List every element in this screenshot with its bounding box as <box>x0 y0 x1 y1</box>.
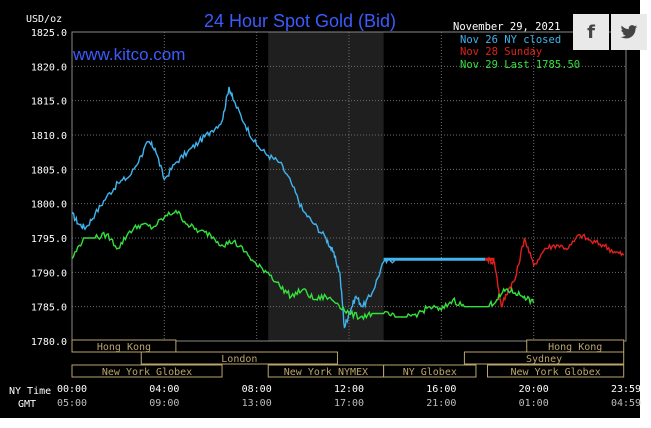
y-tick-label: 1815.0 <box>31 97 67 108</box>
x-tick-label-gmt: 05:00 <box>57 398 87 409</box>
y-tick-label: 1825.0 <box>31 28 67 39</box>
session-label: Hong Kong <box>97 342 151 353</box>
legend-entry: Nov 26 NY closed <box>460 34 561 46</box>
session-bar <box>140 351 338 365</box>
gmt-row-label: GMT <box>18 399 36 410</box>
session-label: NY Globex <box>403 367 457 378</box>
x-tick-label-ny: 23:59 <box>611 384 641 395</box>
share-bar: f <box>573 14 651 50</box>
session-bar <box>383 364 477 378</box>
x-tick-label-ny: 20:00 <box>519 384 549 395</box>
session-bar <box>463 351 625 365</box>
legend: November 29, 2021 Nov 26 NY closed Nov 2… <box>453 21 580 71</box>
series-line-3 <box>71 209 535 321</box>
y-unit-label: USD/oz <box>26 14 62 25</box>
x-tick-label-ny: 00:00 <box>57 384 87 395</box>
watermark: www.kitco.com <box>72 45 185 64</box>
y-tick-label: 1780.0 <box>31 337 67 348</box>
ny-time-row-label: NY Time <box>9 386 51 397</box>
x-tick-label-ny: 16:00 <box>426 384 456 395</box>
y-tick-label: 1785.0 <box>31 303 67 314</box>
legend-date: November 29, 2021 <box>453 21 560 33</box>
x-tick-label-gmt: 09:00 <box>149 398 179 409</box>
session-label: New York NYMEX <box>284 367 368 378</box>
x-tick-label-gmt: 04:59 <box>611 398 641 409</box>
twitter-icon <box>620 24 638 38</box>
session-label: Sydney <box>526 354 562 365</box>
legend-entry: Nov 28 Sunday <box>460 46 542 58</box>
x-tick-label-gmt: 17:00 <box>334 398 364 409</box>
series-line-1 <box>71 86 486 329</box>
y-tick-label: 1790.0 <box>31 268 67 279</box>
session-label: London <box>221 354 257 365</box>
session-bar <box>487 364 625 378</box>
y-tick-label: 1800.0 <box>31 200 67 211</box>
y-tick-label: 1805.0 <box>31 165 67 176</box>
session-bar <box>71 339 177 353</box>
y-tick-label: 1810.0 <box>31 131 67 142</box>
session-label: New York Globex <box>102 367 192 378</box>
x-tick-label-gmt: 21:00 <box>426 398 456 409</box>
y-tick-label: 1820.0 <box>31 62 67 73</box>
facebook-share-button[interactable]: f <box>573 14 609 50</box>
y-tick-label: 1795.0 <box>31 234 67 245</box>
twitter-share-button[interactable] <box>611 14 647 50</box>
session-bar <box>71 364 223 378</box>
x-tick-label-gmt: 13:00 <box>242 398 272 409</box>
series-line-2 <box>486 233 625 308</box>
facebook-icon: f <box>587 21 595 43</box>
session-label: Hong Kong <box>548 342 602 353</box>
session-label: New York Globex <box>510 367 600 378</box>
x-tick-label-gmt: 01:00 <box>519 398 549 409</box>
x-tick-label-ny: 12:00 <box>334 384 364 395</box>
x-tick-label-ny: 08:00 <box>242 384 272 395</box>
legend-entry: Nov 29 Last 1785.50 <box>460 59 580 71</box>
chart-title: 24 Hour Spot Gold (Bid) <box>204 11 396 31</box>
x-tick-label-ny: 04:00 <box>149 384 179 395</box>
market-hours-shade <box>268 32 384 341</box>
plot-border <box>71 31 627 342</box>
